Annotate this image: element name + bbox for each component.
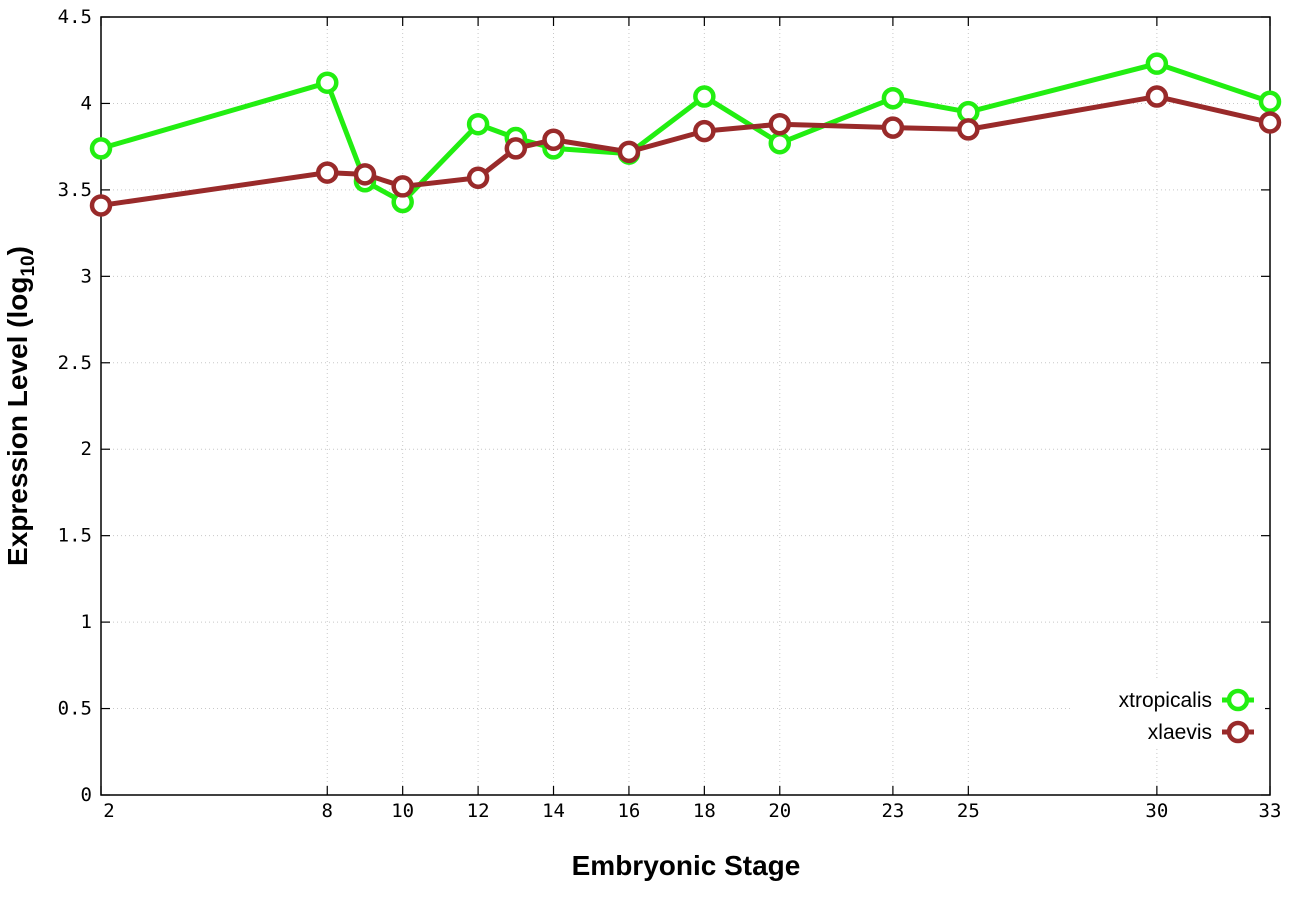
data-point-xtropicalis	[466, 112, 490, 136]
x-tick-label: 30	[1145, 800, 1168, 822]
data-point-xlaevis	[466, 166, 490, 190]
data-point-xtropicalis	[1258, 90, 1282, 113]
y-tick-labels: 0 0.5 1 1.5 2 2.5 3 3.5 4 4.5	[58, 6, 92, 806]
data-point-xtropicalis	[693, 85, 716, 108]
data-point-xlaevis	[316, 161, 339, 184]
data-point-xlaevis	[957, 118, 980, 141]
data-point-xtropicalis	[316, 71, 339, 94]
data-point-xlaevis	[1145, 85, 1169, 108]
y-tick-label: 2.5	[58, 352, 92, 374]
x-tick-label: 8	[322, 800, 333, 822]
y-tick-label: 4	[81, 92, 92, 114]
x-tick-label: 2	[103, 800, 114, 822]
x-axis-title: Embryonic Stage	[572, 850, 801, 881]
data-point-xtropicalis	[768, 131, 792, 155]
y-tick-label: 3.5	[58, 179, 92, 201]
legend-label-xtropicalis: xtropicalis	[1119, 689, 1212, 712]
x-tick-label: 14	[542, 800, 565, 822]
legend-marker-xtropicalis	[1226, 688, 1250, 712]
data-point-xlaevis	[504, 137, 528, 160]
legend: xtropicalis xlaevis	[1070, 680, 1265, 746]
y-tick-label: 1	[81, 611, 92, 633]
x-tick-label: 25	[957, 800, 980, 822]
x-tick-label: 33	[1259, 800, 1282, 822]
grid-lines	[101, 17, 1270, 795]
x-tick-label: 10	[391, 800, 414, 822]
y-axis-title: Expression Level (log10)	[2, 246, 39, 566]
y-axis-title-subscript: 10	[18, 255, 39, 276]
y-axis-title-main: Expression Level (log	[2, 277, 33, 566]
plot-frame	[100, 16, 1271, 796]
tick-marks	[100, 16, 1271, 796]
y-tick-label: 4.5	[58, 6, 92, 28]
data-point-xlaevis	[353, 163, 377, 186]
data-point-xlaevis	[89, 194, 113, 217]
data-point-xlaevis	[617, 140, 641, 164]
data-point-xlaevis	[881, 116, 905, 139]
y-tick-label: 2	[81, 438, 92, 460]
x-tick-label: 18	[693, 800, 716, 822]
x-tick-labels: 2 8 10 12 14 16 18 20 23 25 30 33	[103, 800, 1281, 822]
data-point-xlaevis	[693, 119, 716, 143]
y-tick-label: 0.5	[58, 698, 92, 720]
series-xlaevis	[89, 85, 1282, 217]
data-point-xlaevis	[768, 112, 792, 136]
y-tick-label: 1.5	[58, 525, 92, 547]
x-tick-label: 23	[881, 800, 904, 822]
series-layer	[89, 52, 1282, 217]
data-point-xtropicalis	[1145, 52, 1169, 75]
data-point-xlaevis	[1258, 111, 1282, 134]
x-tick-label: 12	[467, 800, 490, 822]
y-tick-label: 0	[81, 784, 92, 806]
legend-marker-xlaevis	[1226, 720, 1250, 744]
data-point-xlaevis	[391, 175, 414, 198]
y-axis-title-close: )	[2, 246, 33, 255]
series-xtropicalis	[89, 52, 1282, 214]
data-point-xlaevis	[542, 128, 565, 152]
x-tick-label: 20	[768, 800, 791, 822]
x-tick-label: 16	[617, 800, 640, 822]
data-point-xtropicalis	[89, 137, 113, 160]
legend-label-xlaevis: xlaevis	[1148, 721, 1212, 744]
y-tick-label: 3	[81, 265, 92, 287]
data-point-xtropicalis	[881, 87, 905, 110]
